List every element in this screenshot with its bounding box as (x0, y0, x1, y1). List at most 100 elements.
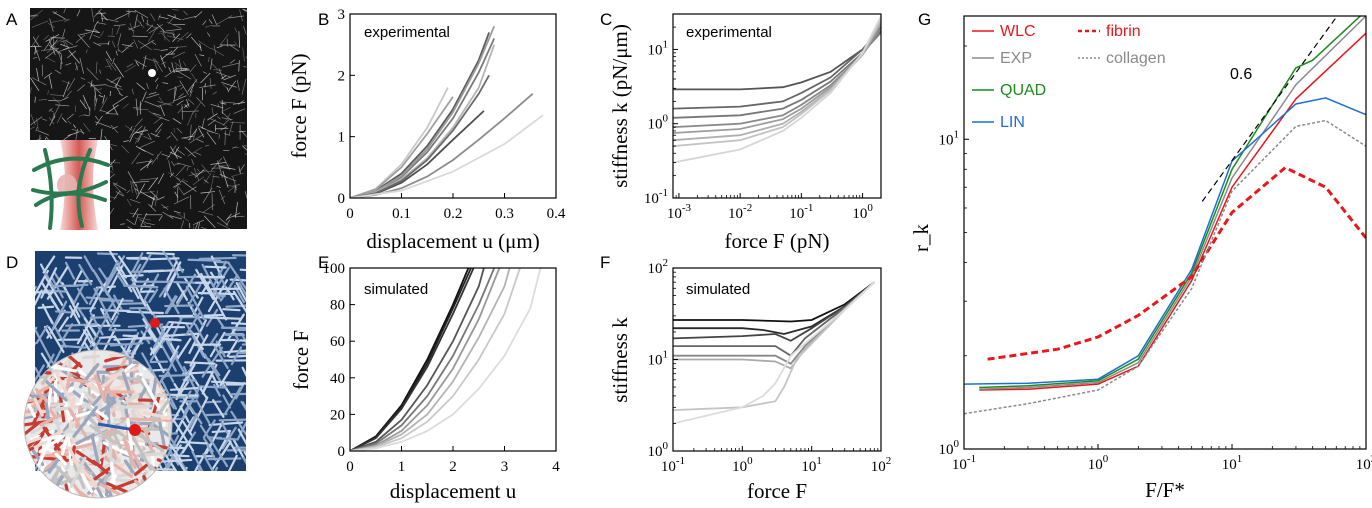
panel-e-x-axis-label: displacement u (390, 479, 517, 503)
panel-e-y-tick-label: 20 (330, 407, 345, 423)
panel-b-series-line-6 (350, 96, 454, 198)
panel-f-x-tick-label: 101 (801, 455, 822, 475)
panel-c-y-tick-label: 10-1 (644, 187, 668, 207)
panel-c-y-tick-label: 101 (648, 38, 669, 58)
panel-e-series-line-3 (350, 268, 475, 451)
panel-a-inset-schematic (30, 140, 110, 230)
panel-g-y-tick-label: 100 (939, 438, 960, 458)
panel-e-y-tick-label: 80 (330, 298, 345, 314)
panel-b-x-tick-label: 0.3 (495, 206, 514, 222)
panel-label-d: D (6, 253, 18, 272)
panel-b-x-tick-label: 0.1 (392, 206, 411, 222)
panel-c-series-line-8 (673, 15, 881, 164)
panel-f-y-axis-label: stiffness k (608, 317, 632, 403)
panel-b-y-tick-label: 0 (338, 191, 346, 207)
panel-g-series-line-exp (979, 16, 1366, 390)
panel-g-legend: WLC EXP QUAD LIN fibrin collagen (972, 23, 1166, 131)
panel-g-series-line-fibrin (987, 165, 1366, 361)
panel-f-y-tick-label: 100 (648, 440, 669, 460)
panel-g-series-line-collagen (964, 119, 1366, 415)
panel-b-x-tick-label: 0.2 (444, 206, 463, 222)
panel-b-x-tick-label: 0.4 (547, 206, 566, 222)
legend-label-fibrin: fibrin (1106, 23, 1141, 40)
panel-b-y-tick-label: 3 (338, 7, 346, 23)
panel-b-series-line-1 (350, 32, 490, 198)
panel-b-series-line-9 (350, 93, 534, 198)
legend-label-wlc: WLC (1000, 23, 1036, 40)
panel-e-x-tick-label: 3 (501, 459, 509, 475)
panel-b-y-tick-label: 2 (338, 68, 346, 84)
panel-b-series-line-8 (350, 74, 490, 198)
panel-g-y-axis-label: r_k (909, 224, 933, 252)
panel-f-y-tick-label: 102 (648, 257, 669, 277)
panel-e-series-line-5 (350, 268, 496, 451)
panel-e-x-tick-label: 0 (346, 459, 354, 475)
panel-label-b: B (318, 10, 329, 29)
slope-annotation: 0.6 (1230, 66, 1252, 83)
panel-c-x-tick-label: 10-3 (667, 202, 692, 222)
legend-label-collagen: collagen (1106, 50, 1166, 67)
panel-e-y-tick-label: 100 (323, 261, 346, 277)
panel-f-x-tick-label: 100 (732, 455, 753, 475)
zoomed-bead (129, 424, 141, 436)
panel-e-series-line-7 (350, 268, 511, 451)
panel-c-y-tick-label: 100 (648, 113, 669, 133)
panel-e-x-tick-label: 2 (449, 459, 457, 475)
panel-c-series-line-3 (673, 31, 881, 119)
panel-g-x-tick-label: 100 (1088, 453, 1109, 473)
panel-e-series-line-8 (350, 268, 521, 451)
panel-f-series-line-1 (673, 281, 875, 323)
panel-f-x-axis-label: force F (747, 479, 807, 503)
panel-g-series-line-quad (979, 16, 1362, 389)
panel-f-y-tick-label: 101 (648, 349, 669, 369)
panel-label-g: G (918, 10, 931, 29)
panel-g-x-tick-label: 102 (1356, 453, 1372, 473)
panel-label-a: A (6, 10, 18, 29)
panel-e-annotation: simulated (364, 281, 428, 298)
panel-e-series-line-4 (350, 268, 485, 451)
panel-g-series-line-lin (964, 97, 1366, 385)
panel-f-x-tick-label: 10-1 (661, 455, 685, 475)
panel-c-x-axis-label: force F (pN) (725, 229, 830, 253)
panel-e-x-tick-label: 1 (398, 459, 406, 475)
panel-c-y-axis-label: stiffness k (pN/μm) (608, 24, 632, 188)
panel-c-annotation: experimental (686, 24, 772, 41)
probe-bead (148, 69, 156, 77)
legend-label-quad: QUAD (1000, 82, 1046, 99)
panel-g-x-tick-label: 101 (1222, 453, 1243, 473)
panel-b-x-tick-label: 0 (346, 206, 354, 222)
panel-label-e: E (318, 253, 329, 272)
panel-label-c: C (600, 10, 612, 29)
panel-f-x-tick-label: 102 (871, 455, 892, 475)
panel-b-y-axis-label: force F (pN) (287, 54, 311, 159)
panel-f-annotation: simulated (686, 281, 750, 298)
panel-b-x-axis-label: displacement u (μm) (366, 229, 539, 253)
panel-e-y-axis-label: force F (289, 330, 313, 390)
panel-g-x-tick-label: 10-1 (952, 453, 976, 473)
panel-g-x-axis-label: F/F* (1145, 478, 1185, 502)
panel-b-axes: 0 0.1 0.2 0.3 0.4 0 1 2 3 experimental displacem… (287, 7, 566, 253)
panel-c-axes: 10-3 10-2 10-1 100 10-1 100 101 experimental f… (608, 13, 882, 253)
panel-f-series-line-8 (673, 281, 875, 425)
panel-c-series-line-2 (673, 26, 881, 110)
panel-e-x-tick-label: 4 (552, 459, 560, 475)
slope-reference-line (1201, 16, 1338, 202)
panel-c-x-tick-label: 10-1 (789, 202, 813, 222)
panel-c-x-tick-label: 100 (852, 202, 873, 222)
panel-c-series-line-4 (673, 28, 881, 128)
panel-c-x-tick-label: 10-2 (728, 202, 752, 222)
panel-b-series-line-2 (350, 38, 496, 198)
simulated-bead (150, 318, 160, 328)
panel-label-f: F (600, 253, 610, 272)
panel-e-y-tick-label: 60 (330, 334, 345, 350)
panel-b-series-line-10 (350, 114, 544, 198)
panel-b-annotation: experimental (364, 24, 450, 41)
panel-g-y-tick-label: 101 (939, 128, 960, 148)
panel-e-series-line-9 (350, 268, 542, 451)
legend-label-exp: EXP (1000, 50, 1032, 67)
panel-e-y-tick-label: 40 (330, 371, 345, 387)
